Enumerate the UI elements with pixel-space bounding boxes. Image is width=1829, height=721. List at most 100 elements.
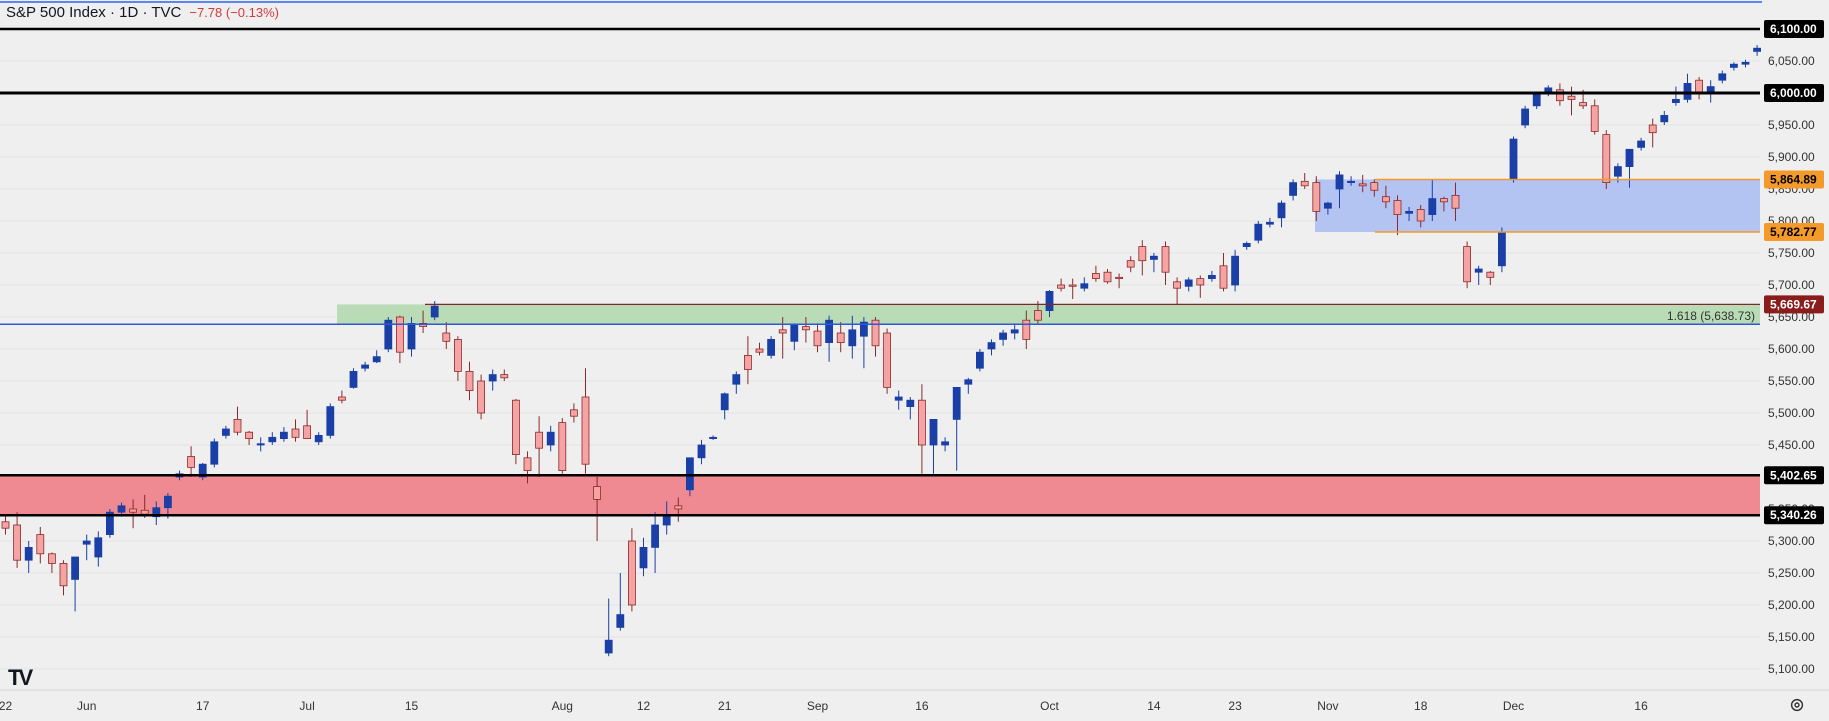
candle	[999, 329, 1007, 346]
candle-body	[140, 509, 149, 515]
price-tick-label: 5,700.00	[1768, 278, 1815, 292]
candle	[848, 315, 857, 359]
candle	[279, 427, 288, 442]
candle-body	[581, 396, 590, 465]
candle-body	[1335, 174, 1344, 190]
candle-body	[918, 399, 926, 446]
price-tag: 6,100.00	[1764, 20, 1824, 38]
candle-body	[1347, 180, 1355, 184]
candle	[952, 386, 961, 471]
candle	[326, 403, 335, 439]
candle	[1045, 290, 1054, 317]
candle-body	[1080, 283, 1089, 289]
fib-label: 1.618 (5,638.73)	[1667, 309, 1755, 323]
candle-body	[1266, 221, 1274, 225]
candle-body	[1532, 93, 1541, 107]
candle	[1706, 80, 1715, 103]
candle-body	[952, 386, 961, 420]
candle	[918, 384, 926, 474]
candle	[1219, 253, 1228, 292]
candle	[13, 512, 22, 568]
candle-body	[906, 399, 915, 408]
candle-body	[48, 553, 56, 564]
candle-body	[1242, 242, 1251, 247]
candle	[1660, 110, 1669, 125]
price-tick-label: 5,750.00	[1768, 246, 1815, 260]
candle-body	[1324, 202, 1332, 209]
candle-body	[1579, 102, 1587, 107]
candle	[1184, 277, 1193, 292]
candle	[976, 349, 984, 372]
candle-body	[1150, 255, 1158, 260]
candle-body	[1300, 180, 1309, 187]
candle-body	[1382, 196, 1390, 203]
candle-body	[256, 443, 265, 446]
price-tag-bg	[1764, 170, 1824, 189]
price-tick-label: 5,950.00	[1768, 118, 1815, 132]
candle-body	[419, 322, 428, 327]
candle-body	[1405, 210, 1413, 214]
time-tick-label: 12	[637, 699, 651, 713]
candle-body	[59, 563, 68, 587]
candle	[593, 477, 601, 541]
candle	[929, 418, 938, 474]
candle-body	[477, 380, 486, 414]
candle-body	[279, 431, 288, 440]
candle	[744, 336, 752, 385]
candle-body	[372, 356, 381, 363]
candle	[1161, 241, 1170, 285]
candle	[419, 310, 428, 333]
candle-body	[1451, 194, 1460, 209]
candle-body	[639, 547, 648, 569]
candle	[337, 390, 346, 404]
candle	[268, 432, 277, 445]
price-tag-bg	[1764, 84, 1824, 102]
tradingview-logo[interactable]: TV	[8, 665, 33, 690]
candle-body	[697, 444, 706, 459]
candle-body	[1509, 138, 1518, 180]
candle-body	[1138, 246, 1147, 262]
candle-body	[894, 396, 903, 401]
candle-body	[744, 354, 752, 370]
candle-body	[1660, 115, 1669, 123]
candle-body	[1010, 329, 1019, 334]
price-tag-bg	[1764, 506, 1824, 525]
candle-body	[1648, 124, 1657, 134]
price-tag-label: 5,340.26	[1770, 508, 1817, 522]
candle-body	[1068, 284, 1077, 287]
candle	[361, 361, 370, 372]
candle	[1092, 265, 1100, 282]
candle	[709, 435, 717, 440]
candle-body	[1358, 183, 1367, 187]
candle-body	[1602, 134, 1611, 184]
price-tick-label: 5,650.00	[1768, 310, 1815, 324]
candle-body	[314, 434, 323, 443]
candle-body	[987, 342, 996, 350]
candle-body	[1590, 105, 1599, 132]
candle	[512, 398, 520, 465]
candle-body	[778, 329, 787, 334]
price-tick-label: 5,150.00	[1768, 630, 1815, 644]
candle-body	[1126, 260, 1135, 268]
candle	[1, 515, 10, 535]
candle-body	[117, 505, 126, 513]
candle	[1672, 86, 1680, 106]
candle-body	[662, 515, 671, 526]
gear-icon[interactable]	[1788, 696, 1806, 714]
price-tag-label: 6,100.00	[1770, 22, 1817, 36]
candle	[790, 323, 799, 351]
candle	[1138, 240, 1147, 276]
candle	[686, 457, 694, 497]
price-tick-label: 5,200.00	[1768, 598, 1815, 612]
candle-body	[1637, 140, 1645, 148]
candle-body	[825, 319, 833, 344]
candle-body	[1231, 255, 1239, 286]
candle-body	[187, 456, 196, 468]
candle	[987, 339, 996, 356]
candle-body	[129, 508, 138, 513]
symbol-title[interactable]: S&P 500 Index · 1D · TVC	[6, 3, 182, 21]
candle	[210, 438, 219, 468]
candle-body	[964, 379, 973, 385]
candle-body	[1115, 276, 1123, 280]
